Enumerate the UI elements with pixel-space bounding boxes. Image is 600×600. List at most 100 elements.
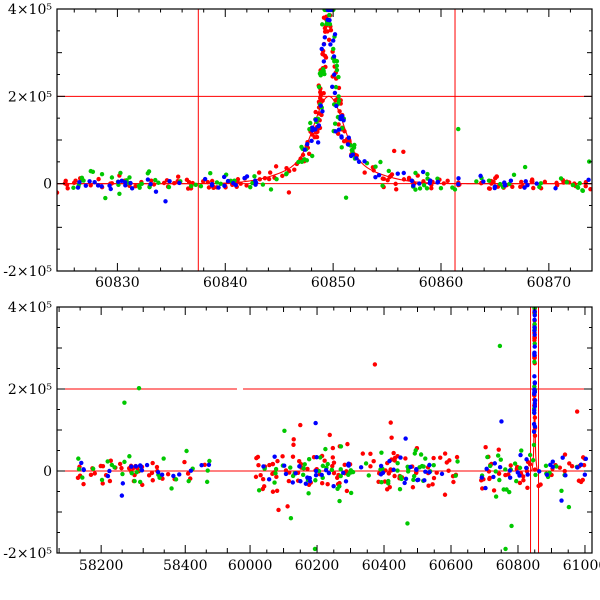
data-point: [331, 460, 337, 465]
data-point: [417, 186, 423, 191]
data-point: [332, 121, 338, 126]
data-point: [499, 419, 504, 424]
data-point: [395, 171, 400, 176]
data-point: [345, 441, 350, 447]
data-point: [298, 422, 303, 428]
data-point: [515, 470, 520, 475]
data-point: [79, 460, 84, 466]
data-point: [260, 486, 265, 492]
data-point: [427, 462, 432, 468]
data-point: [100, 464, 106, 469]
data-point: [273, 471, 278, 476]
data-point: [532, 398, 538, 403]
data-point: [455, 459, 460, 464]
data-point: [531, 442, 537, 448]
data-point: [431, 455, 436, 461]
y-tick-label: 0: [43, 464, 52, 480]
data-point: [185, 186, 191, 191]
data-point: [363, 461, 369, 466]
data-point: [510, 184, 515, 190]
data-point: [337, 109, 342, 114]
data-point: [300, 472, 306, 478]
y-tick-label: -2×10⁵: [3, 264, 52, 280]
data-point: [394, 187, 399, 192]
data-point: [527, 462, 533, 467]
data-point: [537, 469, 542, 474]
data-point: [186, 478, 191, 484]
data-point: [90, 466, 96, 471]
data-point: [327, 22, 333, 27]
data-point: [129, 471, 134, 476]
data-point: [256, 462, 261, 468]
plot-area: [57, 9, 592, 271]
data-point: [345, 462, 351, 468]
data-point: [538, 181, 544, 186]
y-tick-label: 2×10⁵: [8, 382, 52, 398]
data-point: [182, 459, 187, 465]
data-point: [478, 173, 483, 179]
data-point: [117, 191, 122, 196]
data-point: [403, 456, 408, 461]
data-point: [266, 176, 272, 182]
data-point: [550, 459, 555, 464]
data-point: [451, 479, 456, 485]
data-point: [290, 454, 296, 459]
data-point: [493, 175, 498, 181]
data-point: [256, 488, 262, 493]
data-point: [75, 185, 81, 190]
data-point: [332, 59, 337, 64]
data-point: [560, 455, 565, 460]
data-point: [319, 112, 324, 118]
x-tick-label: 58200: [79, 558, 124, 574]
data-point: [119, 493, 125, 498]
data-point: [532, 467, 538, 472]
data-point: [334, 103, 339, 109]
data-point: [185, 471, 191, 476]
data-point: [206, 462, 212, 467]
data-point: [543, 463, 549, 469]
data-point: [315, 140, 321, 145]
data-point: [431, 462, 436, 468]
y-tick-label: 2×10⁵: [8, 89, 52, 105]
data-point: [503, 467, 508, 472]
data-point: [445, 178, 450, 184]
data-point: [345, 142, 351, 147]
data-point: [342, 462, 347, 468]
data-point: [561, 180, 566, 185]
data-point: [497, 343, 503, 349]
data-point: [422, 478, 427, 483]
data-point: [391, 467, 396, 472]
data-point: [136, 385, 142, 391]
data-point: [307, 478, 313, 484]
data-point: [303, 481, 309, 486]
data-point: [129, 464, 134, 469]
data-point: [380, 176, 385, 181]
data-point: [336, 127, 342, 132]
data-point: [378, 463, 384, 469]
data-point: [225, 178, 231, 184]
data-point: [298, 479, 303, 484]
data-point: [120, 471, 125, 477]
data-point: [410, 485, 416, 490]
data-point: [389, 435, 394, 440]
data-point: [314, 134, 320, 140]
data-point: [514, 478, 519, 484]
data-point: [562, 468, 567, 474]
data-point: [453, 473, 458, 478]
data-point: [137, 185, 142, 190]
data-point: [322, 53, 328, 59]
data-point: [302, 462, 307, 467]
data-point: [81, 467, 86, 472]
data-point: [238, 181, 243, 186]
data-point: [508, 463, 513, 468]
data-point: [503, 472, 508, 478]
data-point: [92, 471, 97, 476]
data-point: [73, 178, 78, 183]
data-point: [165, 471, 171, 477]
data-point: [578, 462, 584, 467]
data-point: [330, 84, 335, 90]
data-point: [99, 477, 105, 483]
data-point: [532, 332, 537, 337]
data-point: [386, 481, 391, 486]
